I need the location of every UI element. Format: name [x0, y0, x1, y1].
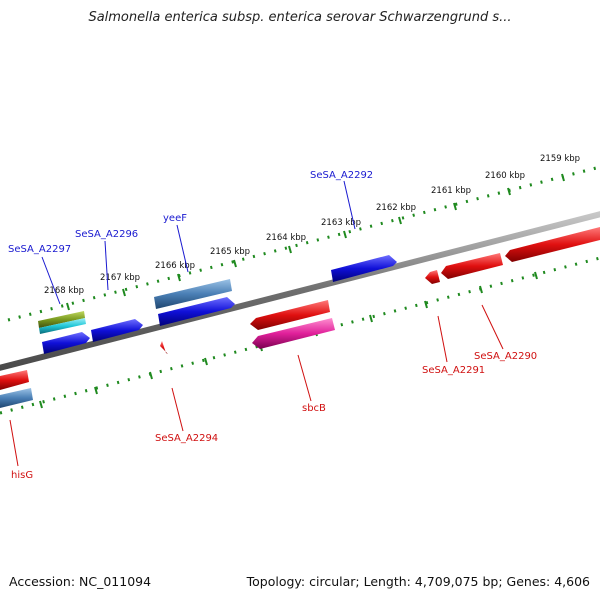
bottom-gene-labels: SeSA_A2290 SeSA_A2291 sbcB SeSA_A2294 hi…: [11, 351, 537, 481]
genome-backbone: [0, 211, 600, 371]
scale-label: 2166 kbp: [155, 261, 195, 271]
gene-arrow-sbcb-pink[interactable]: [252, 318, 335, 349]
gene-arrow-sesa-a2297-blue[interactable]: [42, 332, 90, 354]
gene-arrow-sbcb-red[interactable]: [250, 300, 330, 330]
scale-label: 2159 kbp: [540, 154, 580, 164]
gene-arrow-hisg-red[interactable]: [0, 370, 29, 390]
scale-label: 2164 kbp: [266, 233, 306, 243]
gene-label-yeef[interactable]: yeeF: [163, 213, 187, 224]
accession-text: Accession: NC_011094: [9, 574, 152, 589]
map-title: Salmonella enterica subsp. enterica sero…: [88, 10, 512, 25]
gene-label-sesa-a2290[interactable]: SeSA_A2290: [474, 351, 537, 362]
gene-arrow-sesa-a2297-olive[interactable]: [38, 311, 85, 328]
gene-arrow-yeef-upper[interactable]: [154, 279, 232, 309]
gene-arrow-sesa-a2296[interactable]: [91, 319, 143, 342]
gene-arrow-sesa-a2292[interactable]: [331, 255, 397, 282]
scale-label: 2160 kbp: [485, 171, 525, 181]
gene-arrow-sesa-a2294[interactable]: [160, 341, 168, 354]
gene-label-hisg[interactable]: hisG: [11, 470, 33, 481]
gene-arrow-hisg-steel[interactable]: [0, 388, 33, 408]
forward-features: [38, 255, 397, 354]
gene-arrow-sesa-a2290-a[interactable]: [505, 227, 600, 262]
scale-label: 2161 kbp: [431, 186, 471, 196]
gene-label-sesa-a2297[interactable]: SeSA_A2297: [8, 244, 71, 255]
scale-label: 2162 kbp: [376, 203, 416, 213]
top-label-leaders: [41, 180, 356, 305]
gene-label-sbcb[interactable]: sbcB: [302, 403, 326, 414]
scale-label: 2163 kbp: [321, 218, 361, 228]
gene-arrow-sesa-a2290-b[interactable]: [441, 253, 503, 279]
gene-arrow-sesa-a2291[interactable]: [425, 270, 440, 284]
scale-label: 2165 kbp: [210, 247, 250, 257]
gene-label-sesa-a2291[interactable]: SeSA_A2291: [422, 365, 485, 376]
forward-major-ticks: [66, 173, 565, 311]
scale-label: 2167 kbp: [100, 273, 140, 283]
reverse-features: [0, 227, 600, 408]
genome-summary-text: Topology: circular; Length: 4,709,075 bp…: [246, 574, 590, 589]
forward-tick-track: [7, 165, 600, 322]
gene-label-sesa-a2296[interactable]: SeSA_A2296: [75, 229, 138, 240]
scale-labels: 2159 kbp 2160 kbp 2161 kbp 2162 kbp 2163…: [44, 154, 580, 296]
top-gene-labels: SeSA_A2292 yeeF SeSA_A2296 SeSA_A2297: [8, 170, 373, 255]
bottom-label-leaders: [9, 304, 504, 467]
scale-label: 2168 kbp: [44, 286, 84, 296]
gene-label-sesa-a2292[interactable]: SeSA_A2292: [310, 170, 373, 181]
gene-label-sesa-a2294[interactable]: SeSA_A2294: [155, 433, 218, 444]
gene-arrow-yeef-lower[interactable]: [158, 297, 235, 326]
gene-arrow-sesa-a2297-cyan[interactable]: [39, 318, 86, 334]
